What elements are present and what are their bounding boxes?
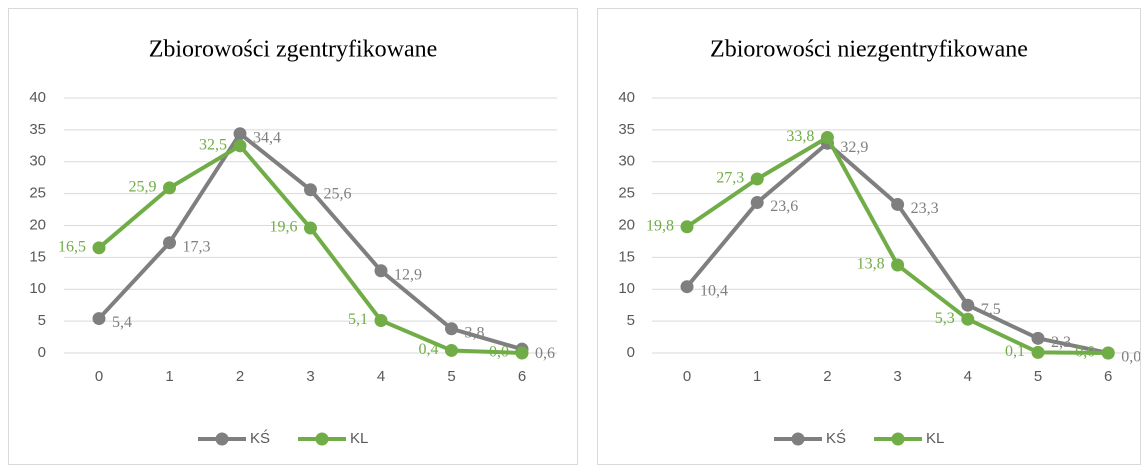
y-tick-label: 10 bbox=[29, 280, 46, 297]
chart-title: Zbiorowości zgentryfikowane bbox=[149, 37, 438, 63]
legend-marker bbox=[315, 432, 329, 446]
y-tick-label: 10 bbox=[618, 280, 635, 297]
y-tick-label: 40 bbox=[29, 89, 46, 106]
data-label: 0,1 bbox=[1005, 343, 1025, 360]
legend-marker bbox=[891, 432, 905, 446]
y-tick-label: 20 bbox=[618, 216, 635, 233]
data-label: 17,3 bbox=[183, 238, 211, 255]
y-tick-label: 5 bbox=[627, 312, 635, 329]
x-tick-label: 5 bbox=[447, 368, 455, 385]
x-tick-label: 4 bbox=[964, 368, 972, 385]
point bbox=[163, 181, 176, 195]
data-label: 23,3 bbox=[911, 200, 939, 217]
point bbox=[163, 236, 176, 250]
y-tick-label: 0 bbox=[38, 344, 46, 361]
data-label: 5,3 bbox=[935, 310, 955, 327]
x-tick-label: 3 bbox=[893, 368, 901, 385]
data-label: 3,8 bbox=[465, 324, 485, 341]
point bbox=[233, 127, 247, 141]
legend-label: KŚ bbox=[826, 429, 846, 447]
point bbox=[445, 322, 458, 336]
y-tick-label: 40 bbox=[618, 89, 635, 106]
point bbox=[891, 258, 905, 272]
data-label: 0,0 bbox=[1121, 349, 1141, 366]
data-label: 32,9 bbox=[840, 139, 868, 156]
x-tick-label: 0 bbox=[683, 368, 691, 385]
data-label: 19,6 bbox=[270, 219, 298, 236]
chart: Zbiorowości zgentryfikowane0510152025303… bbox=[8, 8, 578, 465]
point bbox=[680, 220, 694, 234]
legend-label: KL bbox=[350, 430, 368, 447]
x-tick-label: 0 bbox=[95, 368, 103, 385]
y-tick-label: 30 bbox=[29, 153, 46, 170]
x-tick-label: 3 bbox=[306, 368, 314, 385]
data-label: 2,3 bbox=[1051, 334, 1071, 351]
series-line bbox=[97, 131, 523, 352]
point bbox=[820, 131, 834, 145]
y-tick-label: 35 bbox=[618, 121, 635, 138]
data-label: 0,0 bbox=[1075, 344, 1095, 361]
point bbox=[374, 264, 388, 278]
point bbox=[750, 172, 764, 186]
y-tick-label: 15 bbox=[29, 248, 46, 265]
y-tick-label: 0 bbox=[627, 344, 635, 361]
y-tick-label: 25 bbox=[618, 185, 635, 202]
legend-marker bbox=[791, 432, 805, 446]
data-label: 19,8 bbox=[646, 217, 674, 234]
x-tick-label: 2 bbox=[823, 368, 831, 385]
data-label: 0,4 bbox=[419, 341, 439, 358]
y-tick-label: 5 bbox=[38, 312, 46, 329]
legend-label: KŚ bbox=[250, 429, 270, 447]
data-label: 12,9 bbox=[394, 266, 422, 283]
legend-marker bbox=[215, 432, 229, 446]
x-tick-label: 6 bbox=[1104, 368, 1112, 385]
data-label: 0,6 bbox=[535, 345, 555, 362]
point bbox=[304, 183, 317, 197]
point bbox=[304, 221, 317, 235]
chart-title: Zbiorowości niezgentryfikowane bbox=[710, 37, 1028, 63]
point bbox=[374, 313, 388, 327]
point bbox=[233, 139, 247, 153]
point bbox=[92, 312, 106, 326]
x-tick-label: 4 bbox=[377, 368, 385, 385]
data-label: 32,5 bbox=[199, 136, 227, 153]
point bbox=[1031, 345, 1045, 359]
data-label: 34,4 bbox=[253, 129, 281, 146]
data-label: 23,6 bbox=[770, 198, 798, 215]
point bbox=[750, 196, 764, 210]
point bbox=[1101, 346, 1115, 360]
chart: Zbiorowości niezgentryfikowane0510152025… bbox=[597, 8, 1141, 465]
data-label: 16,5 bbox=[58, 238, 86, 255]
y-tick-label: 30 bbox=[618, 153, 635, 170]
data-label: 7,5 bbox=[981, 301, 1001, 318]
x-tick-label: 5 bbox=[1034, 368, 1042, 385]
point bbox=[445, 343, 458, 357]
data-label: 5,4 bbox=[112, 314, 132, 331]
point bbox=[891, 197, 905, 211]
data-label: 13,8 bbox=[857, 256, 885, 273]
x-tick-label: 2 bbox=[236, 368, 244, 385]
data-label: 10,4 bbox=[700, 282, 728, 299]
y-tick-label: 15 bbox=[618, 248, 635, 265]
point bbox=[92, 241, 106, 255]
data-label: 25,6 bbox=[324, 185, 352, 202]
x-tick-label: 6 bbox=[518, 368, 526, 385]
point bbox=[680, 280, 694, 294]
data-label: 25,9 bbox=[129, 179, 157, 196]
x-tick-label: 1 bbox=[753, 368, 761, 385]
y-tick-label: 25 bbox=[29, 185, 46, 202]
y-tick-label: 20 bbox=[29, 216, 46, 233]
data-label: 0,0 bbox=[489, 344, 509, 361]
legend-label: KL bbox=[926, 430, 944, 447]
data-label: 5,1 bbox=[348, 311, 368, 328]
y-tick-label: 35 bbox=[29, 121, 46, 138]
point bbox=[515, 346, 529, 360]
point bbox=[961, 312, 975, 326]
data-label: 27,3 bbox=[716, 170, 744, 187]
point bbox=[961, 298, 975, 312]
point bbox=[1031, 331, 1045, 345]
data-label: 33,8 bbox=[786, 128, 814, 145]
x-tick-label: 1 bbox=[165, 368, 173, 385]
